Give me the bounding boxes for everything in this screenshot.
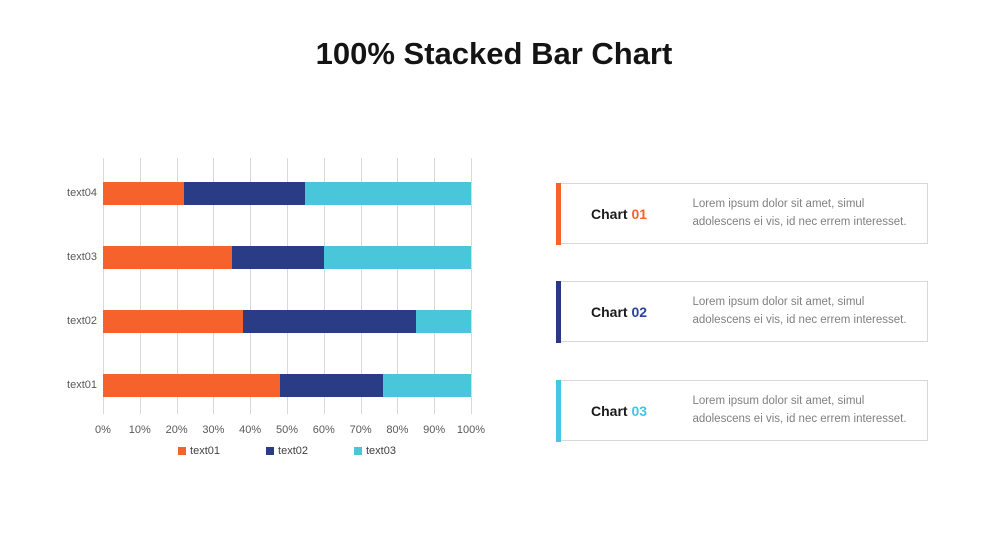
legend-item-text01: text01: [178, 445, 220, 457]
bar-segment-text03: [305, 182, 471, 205]
category-label: text01: [67, 379, 97, 391]
card-title-3: Chart 03: [591, 403, 684, 419]
gridline: [213, 158, 215, 414]
legend-item-text03: text03: [353, 445, 396, 457]
gridline: [139, 158, 141, 414]
x-tick-label: 50%: [275, 424, 299, 436]
card-title-number: 03: [631, 402, 648, 419]
legend-item-text02: text02: [266, 445, 308, 457]
chart-plot-area: text04 text03 text02 text01: [67, 158, 472, 414]
card-body-text-1: Lorem ipsum dolor sit amet, simul adoles…: [692, 197, 907, 228]
card-body-text-2: Lorem ipsum dolor sit amet, simul adoles…: [692, 295, 907, 326]
gridline: [250, 158, 252, 414]
bar-segment-text03: [382, 374, 471, 397]
gridline: [360, 158, 362, 414]
x-tick-label: 0%: [95, 424, 111, 436]
legend-swatch-icon: [266, 447, 275, 455]
bar-segment-text02: [231, 246, 324, 269]
card-accent-bar-3: [556, 380, 561, 442]
x-tick-label: 30%: [202, 424, 225, 436]
chart-legend: text01 text02 text03: [103, 445, 471, 457]
card-title-number: 01: [631, 205, 648, 222]
x-tick-label: 70%: [349, 424, 372, 436]
gridline: [323, 158, 325, 414]
category-label: text02: [67, 315, 97, 327]
card-title-prefix: Chart: [591, 205, 628, 222]
x-axis: 0% 10% 20% 30% 40% 50% 60% 70% 80% 90% 100%: [95, 424, 485, 438]
bar-segment-text03: [323, 246, 471, 269]
page-title: 100% Stacked Bar Chart: [315, 36, 673, 71]
card-title-1: Chart 01: [591, 206, 684, 222]
bar-segment-text02: [242, 310, 416, 333]
x-tick-label: 60%: [312, 424, 335, 436]
bar-segment-text03: [415, 310, 471, 333]
gridline: [471, 158, 472, 414]
bar-segment-text01: [103, 182, 184, 205]
bar-segment-text02: [183, 182, 306, 205]
bar-segment-text01: [103, 246, 232, 269]
x-tick-label: 40%: [239, 424, 262, 436]
bar-segment-text02: [279, 374, 383, 397]
gridline: [103, 158, 104, 414]
legend-swatch-icon: [353, 447, 362, 455]
bar-row-text02: text02: [67, 310, 471, 333]
info-card-2: Chart 02 Lorem ipsum dolor sit amet, sim…: [556, 281, 928, 343]
card-title-2: Chart 02: [591, 304, 684, 320]
stacked-bar-chart: text04 text03 text02 text01 0% 10% 20% 30% 40% 5…: [65, 158, 485, 468]
bar-segment-text01: [103, 374, 280, 397]
gridline: [397, 158, 399, 414]
x-tick-label: 90%: [423, 424, 446, 436]
card-title-prefix: Chart: [591, 402, 628, 419]
gridline: [176, 158, 178, 414]
card-body-text-3: Lorem ipsum dolor sit amet, simul adoles…: [692, 394, 907, 425]
legend-swatch-icon: [178, 447, 187, 455]
bar-row-text01: text01: [67, 374, 471, 397]
card-accent-bar-1: [556, 183, 561, 245]
card-title-prefix: Chart: [591, 303, 628, 320]
bar-row-text03: text03: [67, 246, 471, 269]
cards-column: Chart 01 Lorem ipsum dolor sit amet, sim…: [556, 183, 928, 442]
x-tick-label: 80%: [386, 424, 409, 436]
info-card-1: Chart 01 Lorem ipsum dolor sit amet, sim…: [556, 183, 928, 245]
gridline: [434, 158, 436, 414]
bar-row-text04: text04: [67, 182, 471, 205]
info-card-3: Chart 03 Lorem ipsum dolor sit amet, sim…: [556, 380, 928, 442]
x-tick-label: 100%: [456, 424, 486, 436]
category-label: text03: [67, 251, 97, 263]
legend-label: text01: [190, 445, 221, 457]
category-label: text04: [67, 187, 97, 199]
bar-segment-text01: [103, 310, 243, 333]
legend-label: text02: [278, 445, 308, 457]
x-tick-label: 20%: [165, 424, 188, 436]
card-title-number: 02: [631, 303, 648, 320]
x-tick-label: 10%: [128, 424, 151, 436]
legend-label: text03: [365, 445, 396, 457]
gridline: [287, 158, 288, 414]
card-accent-bar-2: [556, 281, 561, 343]
